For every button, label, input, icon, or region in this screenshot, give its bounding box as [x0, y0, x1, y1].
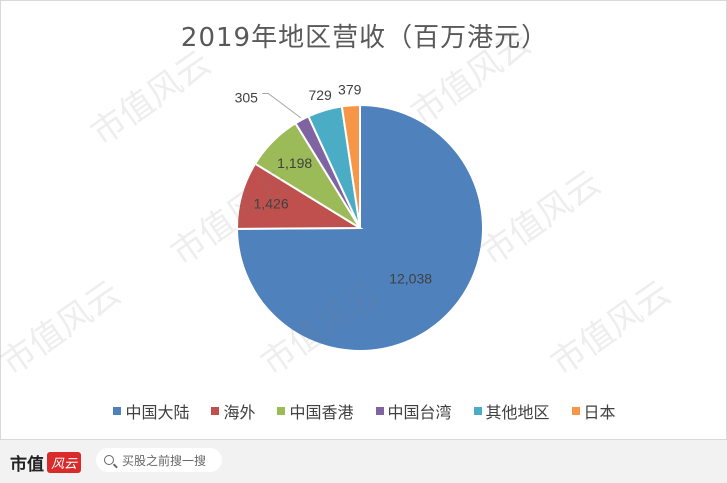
brand-name: 市值	[10, 455, 44, 475]
pie-label-1: 1,426	[254, 195, 289, 211]
pie-label-0: 12,038	[389, 270, 432, 286]
legend-item-5: 日本	[571, 399, 616, 423]
chart-title: 2019年地区营收（百万港元）	[180, 23, 549, 53]
legend-item-4: 其他地区	[473, 399, 550, 423]
pie-label-4: 729	[308, 87, 332, 103]
legend-item-1: 海外	[211, 399, 255, 423]
chart-card: 2019年地区营收（百万港元） 12,038 1,426 1,198 305 729 37…	[0, 0, 727, 440]
legend-swatch-3	[375, 407, 384, 415]
legend-label-4: 其他地区	[485, 403, 550, 422]
search-icon	[104, 455, 114, 465]
pie-leader-line-3	[262, 93, 302, 119]
legend-label-2: 中国香港	[289, 403, 354, 422]
legend-label-5: 日本	[583, 403, 616, 422]
legend-swatch-1	[211, 407, 220, 415]
pie-label-5: 379	[338, 81, 362, 97]
pie-slice-5	[340, 103, 361, 229]
legend-item-0: 中国大陆	[113, 399, 189, 423]
legend-item-3: 中国台湾	[375, 399, 452, 423]
legend-label-0: 中国大陆	[125, 403, 190, 422]
search-input[interactable]: 买股之前搜一搜	[96, 448, 222, 472]
pie-label-2: 1,198	[277, 155, 312, 171]
legend-label-3: 中国台湾	[387, 403, 452, 422]
legend-label-1: 海外	[223, 403, 256, 422]
legend-swatch-0	[113, 407, 122, 415]
brand-logo: 风云	[47, 452, 82, 473]
legend-swatch-5	[571, 407, 580, 415]
chart-legend: 中国大陆 海外 中国香港 中国台湾 其他地区 日本	[1, 399, 727, 423]
search-placeholder: 买股之前搜一搜	[122, 453, 207, 468]
pie-label-3: 305	[235, 90, 259, 106]
footer-bar: 市值 风云 买股之前搜一搜	[0, 440, 727, 483]
legend-item-2: 中国香港	[277, 399, 354, 423]
legend-swatch-4	[473, 407, 482, 415]
brand[interactable]: 市值 风云	[10, 450, 82, 475]
legend-swatch-2	[277, 407, 286, 415]
pie-chart: 12,038 1,426 1,198 305 729 379	[235, 81, 484, 352]
